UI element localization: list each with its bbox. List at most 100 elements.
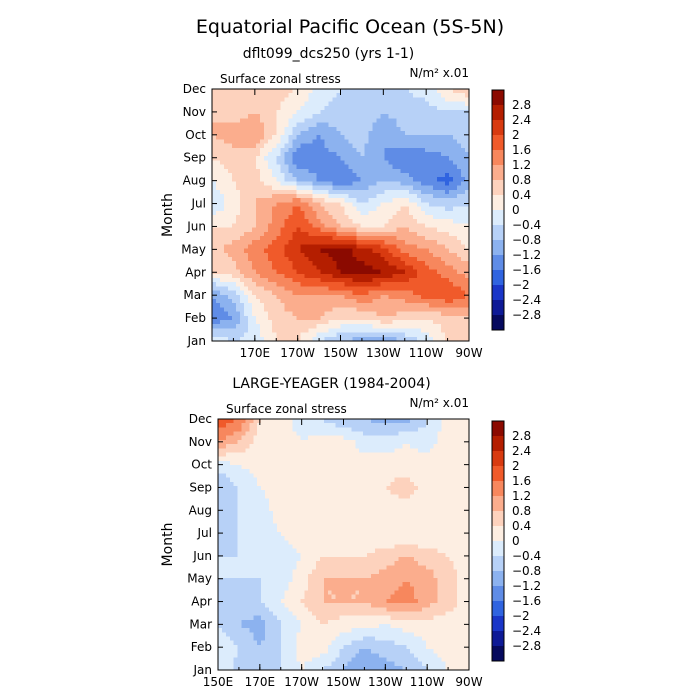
contour-cell — [328, 236, 334, 241]
contour-cell — [340, 89, 346, 94]
contour-cell — [280, 336, 285, 342]
contour-cell — [292, 231, 297, 237]
contour-cell — [248, 269, 253, 275]
contour-cell — [363, 448, 368, 454]
contour-cell — [340, 164, 346, 170]
contour-cell — [412, 273, 418, 279]
contour-cell — [288, 223, 293, 229]
contour-cell — [292, 194, 297, 199]
contour-cell — [233, 439, 239, 445]
contour-cell — [216, 336, 221, 342]
contour-cell — [252, 135, 257, 140]
contour-cell — [304, 122, 309, 128]
contour-cell — [221, 465, 227, 470]
contour-cell — [448, 336, 454, 342]
contour-cell — [324, 97, 330, 103]
contour-cell — [344, 131, 350, 136]
contour-cell — [392, 164, 398, 170]
contour-cell — [264, 236, 269, 241]
contour-cell — [284, 152, 289, 157]
y-tick-label: Jul — [191, 197, 206, 211]
contour-cell — [328, 118, 334, 124]
contour-cell — [312, 160, 318, 166]
contour-cell — [236, 328, 241, 334]
contour-cell — [224, 286, 229, 292]
contour-cell — [432, 273, 438, 279]
contour-cell — [224, 294, 229, 300]
contour-cell — [252, 311, 257, 317]
contour-cell — [224, 202, 229, 208]
contour-cell — [256, 185, 261, 191]
contour-cell — [320, 269, 326, 275]
contour-cell — [220, 286, 225, 292]
contour-cell — [461, 435, 466, 441]
contour-cell — [424, 324, 430, 329]
contour-cell — [256, 131, 261, 136]
contour-cell — [384, 105, 390, 111]
contour-cell — [224, 320, 229, 325]
contour-cell — [368, 215, 374, 220]
contour-cell — [264, 164, 269, 170]
contour-cell — [428, 328, 434, 334]
contour-cell — [360, 336, 366, 342]
contour-cell — [424, 194, 430, 199]
contour-cell — [300, 164, 305, 170]
contour-cell — [440, 265, 446, 271]
contour-cell — [212, 252, 217, 258]
contour-cell — [448, 143, 454, 149]
contour-cell — [449, 465, 454, 470]
contour-cell — [392, 324, 398, 329]
contour-cell — [324, 110, 330, 115]
contour-cell — [232, 198, 237, 203]
contour-cell — [292, 118, 297, 124]
contour-cell — [396, 273, 402, 279]
contour-cell — [323, 439, 329, 445]
contour-cell — [232, 336, 237, 342]
contour-cell — [256, 152, 261, 157]
contour-cell — [382, 431, 388, 437]
contour-cell — [420, 223, 426, 229]
contour-cell — [340, 332, 346, 338]
contour-cell — [220, 147, 225, 153]
contour-cell — [336, 164, 342, 170]
contour-cell — [212, 336, 217, 342]
contour-cell — [396, 269, 402, 275]
contour-cell — [331, 435, 337, 441]
contour-cell — [304, 328, 309, 334]
contour-cell — [335, 427, 341, 433]
colorbar-swatch — [492, 285, 504, 300]
contour-cell — [272, 273, 277, 279]
contour-cell — [355, 465, 360, 470]
contour-cell — [436, 198, 442, 203]
contour-cell — [257, 444, 262, 449]
contour-cell — [343, 423, 349, 428]
contour-cell — [340, 324, 346, 329]
contour-cell — [212, 210, 217, 216]
contour-cell — [216, 332, 221, 338]
contour-cell — [256, 89, 261, 94]
contour-cell — [218, 435, 223, 441]
contour-cell — [440, 294, 446, 300]
contour-cell — [324, 139, 330, 145]
contour-cell — [300, 336, 305, 342]
contour-cell — [244, 294, 249, 300]
contour-cell — [380, 185, 386, 191]
contour-cell — [340, 282, 346, 287]
contour-cell — [364, 173, 370, 178]
contour-cell — [352, 231, 358, 237]
contour-cell — [425, 439, 431, 445]
chart-panel: LARGE-YEAGER (1984-2004)Surface zonal st… — [160, 376, 541, 689]
contour-cell — [461, 473, 466, 479]
contour-cell — [328, 135, 334, 140]
contour-cell — [332, 135, 338, 140]
contour-cell — [236, 173, 241, 178]
contour-cell — [328, 244, 334, 250]
contour-cell — [402, 473, 407, 479]
contour-cell — [260, 181, 265, 187]
contour-cell — [232, 97, 237, 103]
contour-cell — [304, 206, 309, 212]
contour-cell — [359, 477, 364, 483]
contour-cell — [292, 198, 297, 203]
contour-cell — [292, 273, 297, 279]
contour-cell — [268, 101, 273, 107]
